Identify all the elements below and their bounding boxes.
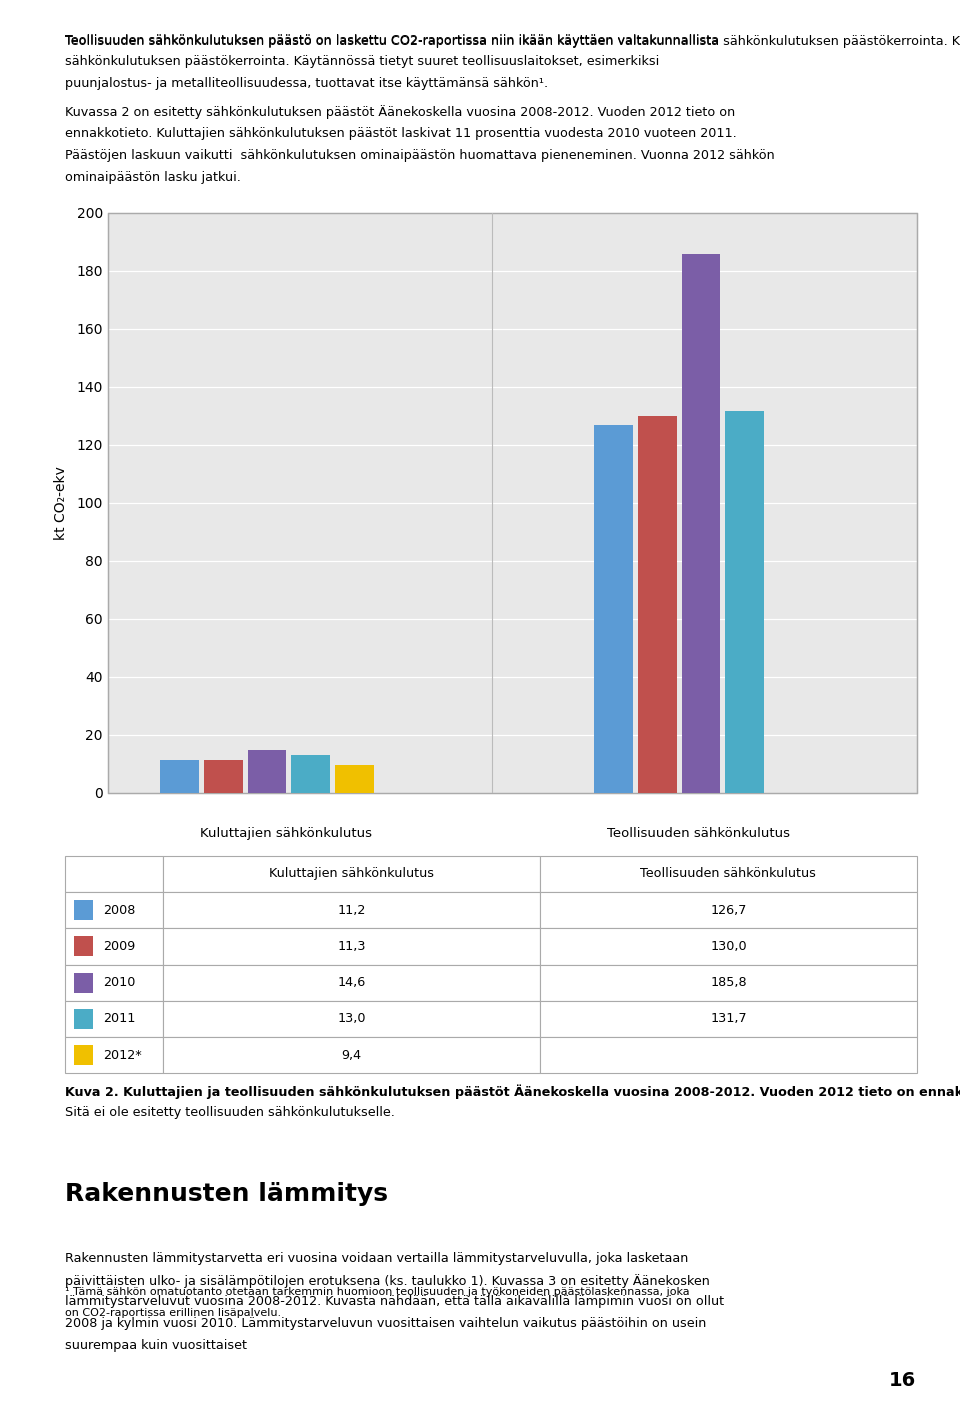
Bar	[540, 929, 917, 964]
Text: 11,2: 11,2	[337, 904, 366, 916]
Bar	[163, 856, 540, 892]
Bar	[163, 1000, 540, 1037]
Text: Teollisuuden sähkönkulutus: Teollisuuden sähkönkulutus	[607, 828, 790, 840]
Bar	[74, 1009, 92, 1028]
Bar	[74, 972, 92, 993]
Bar	[540, 856, 917, 892]
Text: Kuvassa 2 on esitetty sähkönkulutuksen päästöt Äänekoskella vuosina 2008-2012. V: Kuvassa 2 on esitetty sähkönkulutuksen p…	[65, 105, 735, 119]
Text: 2011: 2011	[103, 1013, 135, 1026]
Text: CO2-RAPORTTI  |  BENVIROC OY 2013: CO2-RAPORTTI | BENVIROC OY 2013	[38, 1374, 284, 1388]
Text: Päästöjen laskuun vaikutti  sähkönkulutuksen ominaipäästön huomattava pienenemin: Päästöjen laskuun vaikutti sähkönkulutuk…	[65, 149, 775, 161]
Bar	[65, 1037, 163, 1073]
Text: Kuluttajien sähkönkulutus: Kuluttajien sähkönkulutus	[269, 867, 434, 881]
Text: Kuluttajien sähkönkulutus: Kuluttajien sähkönkulutus	[201, 828, 372, 840]
Bar	[163, 929, 540, 964]
Bar	[725, 411, 764, 793]
Bar	[540, 892, 917, 929]
Bar	[163, 892, 540, 929]
Bar	[540, 1037, 917, 1073]
Text: 2008 ja kylmin vuosi 2010. Lämmitystarveluvun vuosittaisen vaihtelun vaikutus pä: 2008 ja kylmin vuosi 2010. Lämmitystarve…	[65, 1317, 707, 1330]
Text: sähkönkulutuksen päästökerrointa. Käytännössä tietyt suuret teollisuuslaitokset,: sähkönkulutuksen päästökerrointa. Käytän…	[65, 55, 660, 69]
Text: 126,7: 126,7	[710, 904, 747, 916]
Text: Rakennusten lämmitystarvetta eri vuosina voidaan vertailla lämmitystarveluvulla,: Rakennusten lämmitystarvetta eri vuosina…	[65, 1251, 688, 1266]
Text: Rakennusten lämmitys: Rakennusten lämmitys	[65, 1183, 388, 1207]
Text: ennakkotieto. Kuluttajien sähkönkulutuksen päästöt laskivat 11 prosenttia vuodes: ennakkotieto. Kuluttajien sähkönkulutuks…	[65, 128, 737, 140]
Text: Teollisuuden sähkönkulutuksen päästö on laskettu CO2-raportissa niin ikään käytt: Teollisuuden sähkönkulutuksen päästö on …	[65, 35, 960, 48]
Text: Teollisuuden sähkönkulutuksen päästö on laskettu CO2-raportissa niin ikään käytt: Teollisuuden sähkönkulutuksen päästö on …	[65, 34, 719, 46]
Bar	[204, 760, 243, 793]
Bar	[594, 425, 633, 793]
Text: 2010: 2010	[103, 976, 135, 989]
Text: päivittäisten ulko- ja sisälämpötilojen erotuksena (ks. taulukko 1). Kuvassa 3 o: päivittäisten ulko- ja sisälämpötilojen …	[65, 1274, 710, 1288]
Bar	[65, 892, 163, 929]
Text: 14,6: 14,6	[338, 976, 366, 989]
Text: Teollisuuden sähkönkulutus: Teollisuuden sähkönkulutus	[640, 867, 816, 881]
Text: suurempaa kuin vuosittaiset: suurempaa kuin vuosittaiset	[65, 1338, 248, 1352]
Text: 185,8: 185,8	[710, 976, 747, 989]
Text: on CO2-raportissa erillinen lisäpalvelu.: on CO2-raportissa erillinen lisäpalvelu.	[65, 1308, 281, 1319]
Bar	[65, 929, 163, 964]
Bar	[540, 965, 917, 1000]
Bar	[74, 901, 92, 920]
Text: 13,0: 13,0	[337, 1013, 366, 1026]
Text: 130,0: 130,0	[710, 940, 747, 953]
Text: 2012*: 2012*	[103, 1048, 141, 1062]
Text: 131,7: 131,7	[710, 1013, 747, 1026]
Bar	[160, 760, 199, 793]
Bar	[163, 1037, 540, 1073]
Y-axis label: kt CO₂-ekv: kt CO₂-ekv	[54, 466, 68, 540]
Text: 2009: 2009	[103, 940, 135, 953]
Bar	[682, 254, 720, 793]
Bar	[74, 1045, 92, 1065]
Bar	[74, 936, 92, 957]
Bar	[335, 766, 373, 793]
Bar	[163, 965, 540, 1000]
Bar	[65, 856, 163, 892]
Text: ominaipäästön lasku jatkui.: ominaipäästön lasku jatkui.	[65, 171, 241, 184]
Bar	[108, 213, 917, 793]
Text: lämmitystarveluvut vuosina 2008-2012. Kuvasta nähdään, että tällä aikavälillä lä: lämmitystarveluvut vuosina 2008-2012. Ku…	[65, 1295, 725, 1309]
Bar	[291, 755, 330, 793]
Text: Sitä ei ole esitetty teollisuuden sähkönkulutukselle.: Sitä ei ole esitetty teollisuuden sähkön…	[65, 1106, 396, 1120]
Bar	[248, 751, 286, 793]
Text: 2008: 2008	[103, 904, 135, 916]
Text: 9,4: 9,4	[342, 1048, 362, 1062]
Bar	[638, 415, 677, 793]
Text: 16: 16	[889, 1371, 916, 1390]
Text: 11,3: 11,3	[337, 940, 366, 953]
Bar	[540, 1000, 917, 1037]
Bar	[65, 1000, 163, 1037]
Bar	[65, 965, 163, 1000]
Text: puunjalostus- ja metalliteollisuudessa, tuottavat itse käyttämänsä sähkön¹.: puunjalostus- ja metalliteollisuudessa, …	[65, 77, 548, 90]
Text: Kuva 2. Kuluttajien ja teollisuuden sähkönkulutuksen päästöt Äänekoskella vuosin: Kuva 2. Kuluttajien ja teollisuuden sähk…	[65, 1085, 960, 1099]
Text: ¹ Tämä sähkön omatuotanto otetaan tarkemmin huomioon teollisuuden ja työkoneiden: ¹ Tämä sähkön omatuotanto otetaan tarkem…	[65, 1287, 690, 1296]
